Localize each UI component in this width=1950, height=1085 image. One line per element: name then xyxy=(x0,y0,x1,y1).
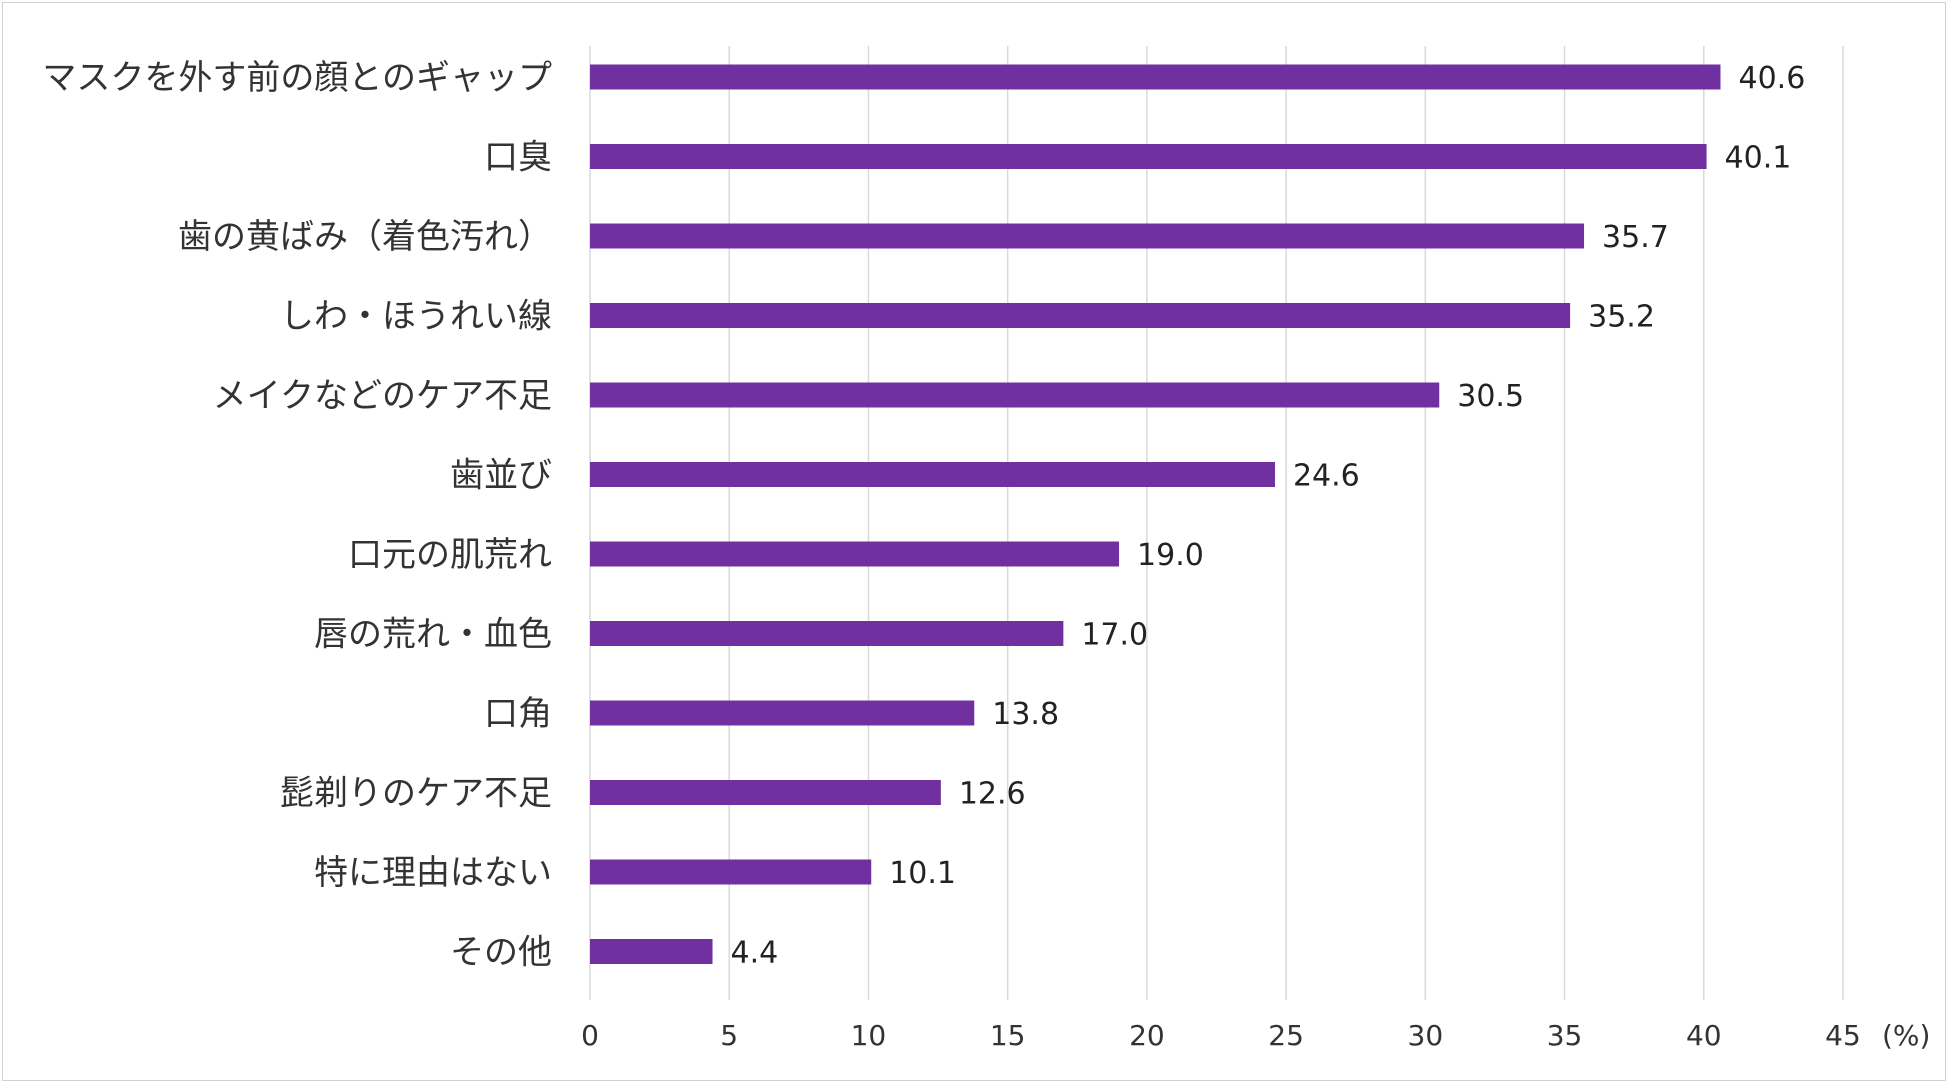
tick-label-10: 10 xyxy=(851,1019,887,1052)
bar xyxy=(590,621,1064,646)
category-label: 歯並び xyxy=(450,456,552,496)
value-label: 24.6 xyxy=(1293,459,1360,494)
category-label: 口元の肌荒れ xyxy=(348,535,552,575)
bar xyxy=(590,144,1707,169)
tick-label-0: 0 xyxy=(581,1019,599,1052)
bar xyxy=(590,859,872,885)
value-label: 40.6 xyxy=(1738,61,1805,96)
tick-label-15: 15 xyxy=(990,1019,1026,1052)
value-labels: 40.6 40.1 35.7 35.2 30.5 24.6 19.0 17.0 13.8 12.6… xyxy=(731,61,1806,971)
value-label: 4.4 xyxy=(731,936,779,971)
value-label: 35.7 xyxy=(1602,220,1669,255)
value-label: 10.1 xyxy=(889,856,956,891)
bar xyxy=(590,303,1571,328)
category-label: 特に理由はない xyxy=(314,853,552,893)
value-label: 19.0 xyxy=(1137,538,1204,573)
bar xyxy=(590,462,1275,487)
tick-label-35: 35 xyxy=(1547,1019,1583,1052)
value-label: 35.2 xyxy=(1588,300,1655,335)
category-label: 唇の荒れ・血色 xyxy=(314,615,552,655)
category-label: その他 xyxy=(450,933,552,973)
bar xyxy=(590,700,975,726)
value-label: 13.8 xyxy=(992,697,1059,732)
bar-series xyxy=(590,64,1721,964)
tick-label-30: 30 xyxy=(1408,1019,1444,1052)
tick-label-40: 40 xyxy=(1686,1019,1722,1052)
category-label: メイクなどのケア不足 xyxy=(213,376,552,416)
unit-label: (%) xyxy=(1882,1019,1930,1052)
bar xyxy=(590,541,1120,567)
tick-label-20: 20 xyxy=(1129,1019,1165,1052)
value-label: 12.6 xyxy=(959,777,1026,812)
bar xyxy=(590,780,941,805)
tick-label-45: 45 xyxy=(1825,1019,1861,1052)
value-label: 17.0 xyxy=(1081,618,1148,653)
category-label: しわ・ほうれい線 xyxy=(280,297,552,337)
value-label: 40.1 xyxy=(1725,141,1792,176)
category-label: 髭剃りのケア不足 xyxy=(280,774,552,814)
bar xyxy=(590,64,1721,90)
gridlines xyxy=(589,46,1844,1000)
value-axis: 0 5 10 15 20 25 30 35 40 45 xyxy=(581,1019,1861,1052)
category-label: 口角 xyxy=(484,694,552,734)
value-label: 30.5 xyxy=(1457,379,1524,414)
tick-label-25: 25 xyxy=(1268,1019,1304,1052)
bar xyxy=(590,382,1440,408)
tick-label-5: 5 xyxy=(720,1019,738,1052)
bar xyxy=(590,939,713,964)
category-label: 口臭 xyxy=(484,138,552,178)
category-label: 歯の黄ばみ（着色汚れ） xyxy=(178,217,552,257)
bar xyxy=(590,223,1585,249)
category-label: マスクを外す前の顔とのギャップ xyxy=(42,58,552,98)
